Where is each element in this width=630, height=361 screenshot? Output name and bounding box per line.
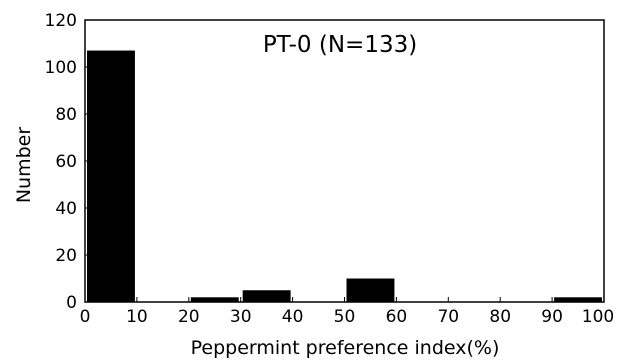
plot-frame (84, 19, 605, 303)
x-tick-label: 60 (386, 307, 408, 327)
y-axis-title: Number (13, 127, 35, 204)
x-axis-title: Peppermint preference index(%) (191, 337, 500, 359)
y-tick-label: 0 (66, 293, 77, 313)
bar-0-10 (87, 50, 135, 302)
bars-group (87, 50, 602, 302)
y-axis-ticks: 0 20 40 60 80 100 120 (45, 11, 90, 313)
chart-title: PT-0 (N=133) (263, 32, 417, 58)
y-tick-label: 60 (55, 152, 77, 172)
x-tick-label: 0 (80, 307, 91, 327)
x-tick-label: 70 (437, 307, 459, 327)
x-tick-label: 50 (334, 307, 356, 327)
x-tick-label: 80 (489, 307, 511, 327)
y-tick-label: 20 (55, 246, 77, 266)
x-tick-label: 90 (541, 307, 563, 327)
x-tick-label: 30 (230, 307, 252, 327)
y-tick-label: 80 (55, 105, 77, 125)
x-tick-label: 100 (582, 307, 614, 327)
bar-30-40 (242, 290, 291, 302)
x-axis-ticks: 0 10 20 30 40 50 60 70 80 90 100 (80, 297, 614, 327)
x-tick-label: 20 (178, 307, 200, 327)
bar-90-100 (554, 297, 602, 302)
y-tick-label: 120 (45, 11, 77, 31)
bar-50-60 (346, 278, 395, 302)
x-tick-label: 10 (126, 307, 148, 327)
x-tick-label: 40 (282, 307, 304, 327)
bar-20-30 (190, 297, 239, 302)
y-tick-label: 100 (45, 58, 77, 78)
y-tick-label: 40 (55, 199, 77, 219)
